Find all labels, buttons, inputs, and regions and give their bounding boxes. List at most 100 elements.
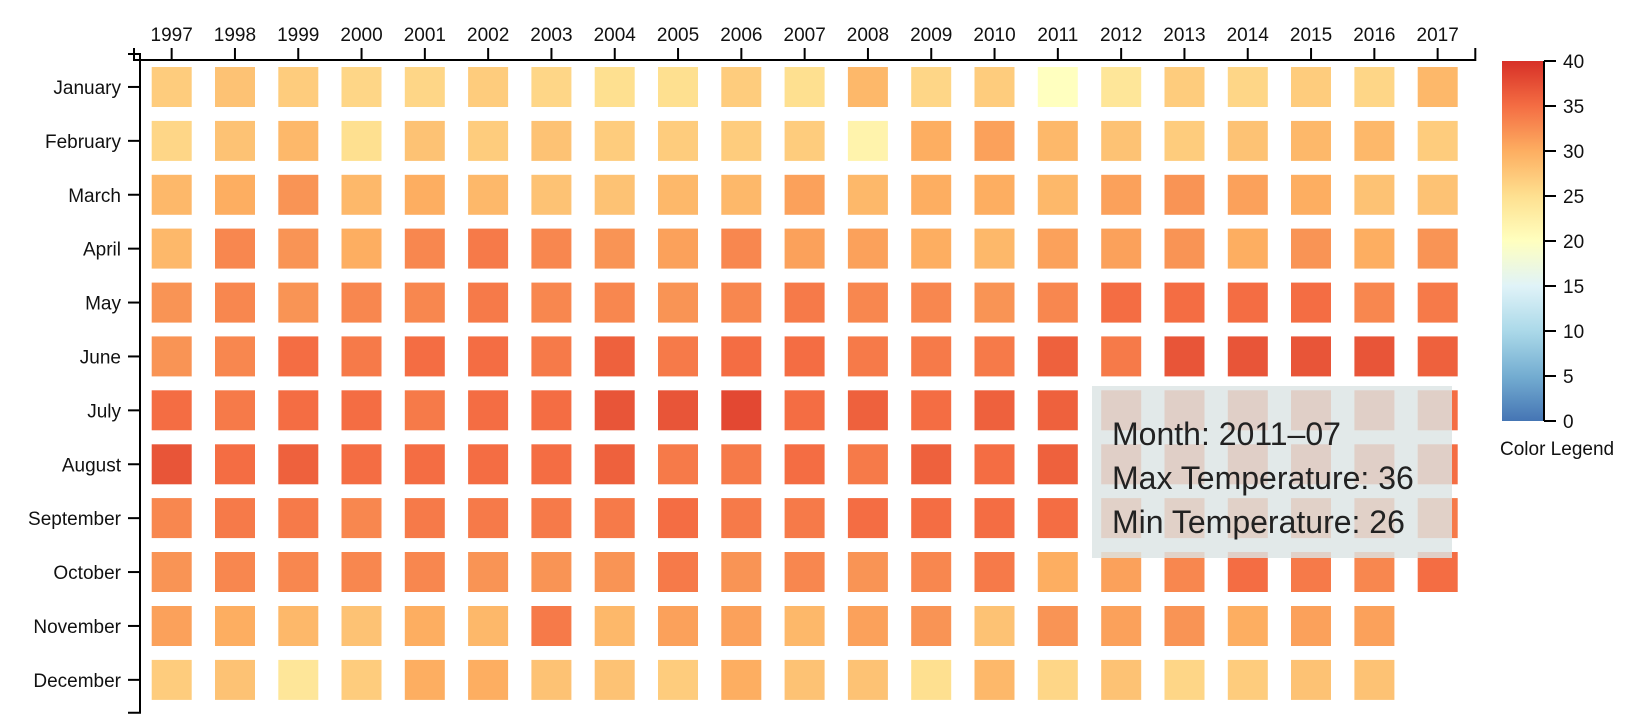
heatmap-cell[interactable] [1101,67,1142,107]
heatmap-cell[interactable] [974,228,1015,269]
heatmap-cell[interactable] [658,228,698,269]
heatmap-cell[interactable] [974,67,1015,107]
heatmap-cell[interactable] [658,552,698,592]
heatmap-cell[interactable] [278,552,319,592]
heatmap-cell[interactable] [151,606,192,646]
heatmap-cell[interactable] [468,67,509,107]
heatmap-cell[interactable] [784,174,825,215]
heatmap-cell[interactable] [1227,336,1268,377]
heatmap-cell[interactable] [847,228,888,269]
heatmap-cell[interactable] [1037,282,1078,323]
heatmap-cell[interactable] [341,174,382,215]
heatmap-cell[interactable] [341,659,382,700]
heatmap-cell[interactable] [658,120,698,161]
heatmap-cell[interactable] [151,282,192,323]
heatmap-cell[interactable] [468,444,509,485]
heatmap-cell[interactable] [278,282,319,323]
heatmap-cell[interactable] [721,336,762,377]
heatmap-cell[interactable] [1354,120,1395,161]
heatmap-cell[interactable] [974,120,1015,161]
heatmap-cell[interactable] [974,336,1015,377]
heatmap-cell[interactable] [1164,336,1205,377]
heatmap-cell[interactable] [1417,228,1458,269]
heatmap-cell[interactable] [151,444,192,485]
heatmap-cell[interactable] [278,120,319,161]
heatmap-cell[interactable] [1227,659,1268,700]
heatmap-cell[interactable] [1291,174,1331,215]
heatmap-cell[interactable] [341,498,382,539]
heatmap-cell[interactable] [215,498,255,539]
heatmap-cell[interactable] [721,174,762,215]
heatmap-cell[interactable] [531,120,572,161]
heatmap-cell[interactable] [215,228,255,269]
heatmap-cell[interactable] [847,336,888,377]
heatmap-cell[interactable] [911,174,952,215]
heatmap-cell[interactable] [974,444,1015,485]
heatmap-cell[interactable] [784,552,825,592]
heatmap-cell[interactable] [215,659,255,700]
heatmap-cell[interactable] [847,498,888,539]
heatmap-cell[interactable] [151,552,192,592]
heatmap-cell[interactable] [1037,444,1078,485]
heatmap-cell[interactable] [911,336,952,377]
heatmap-cell[interactable] [1291,552,1331,592]
heatmap-cell[interactable] [847,67,888,107]
heatmap-cell[interactable] [1037,228,1078,269]
heatmap-cell[interactable] [531,659,572,700]
heatmap-cell[interactable] [721,228,762,269]
heatmap-cell[interactable] [784,282,825,323]
heatmap-cell[interactable] [1417,67,1458,107]
heatmap-cell[interactable] [594,444,635,485]
heatmap-cell[interactable] [151,336,192,377]
heatmap-cell[interactable] [594,174,635,215]
heatmap-cell[interactable] [1164,282,1205,323]
heatmap-cell[interactable] [531,336,572,377]
heatmap-cell[interactable] [531,606,572,646]
heatmap-cell[interactable] [594,67,635,107]
heatmap-cell[interactable] [215,336,255,377]
heatmap-cell[interactable] [151,498,192,539]
heatmap-cell[interactable] [847,606,888,646]
heatmap-cell[interactable] [1417,120,1458,161]
heatmap-cell[interactable] [468,606,509,646]
heatmap-cell[interactable] [404,552,445,592]
heatmap-cell[interactable] [468,390,509,431]
heatmap-cell[interactable] [468,498,509,539]
heatmap-cell[interactable] [468,228,509,269]
heatmap-cell[interactable] [1164,606,1205,646]
heatmap-cell[interactable] [1227,606,1268,646]
heatmap-cell[interactable] [721,390,762,431]
heatmap-cell[interactable] [1037,336,1078,377]
heatmap-cell[interactable] [215,444,255,485]
heatmap-cell[interactable] [1037,552,1078,592]
heatmap-cell[interactable] [531,444,572,485]
heatmap-cell[interactable] [1164,120,1205,161]
heatmap-cell[interactable] [1291,336,1331,377]
heatmap-cell[interactable] [1291,282,1331,323]
heatmap-cell[interactable] [1101,120,1142,161]
heatmap-cell[interactable] [278,444,319,485]
heatmap-cell[interactable] [1417,336,1458,377]
heatmap-cell[interactable] [1101,606,1142,646]
heatmap-cell[interactable] [1291,606,1331,646]
heatmap-cell[interactable] [341,390,382,431]
heatmap-cell[interactable] [1417,282,1458,323]
heatmap-cell[interactable] [847,659,888,700]
heatmap-cell[interactable] [658,606,698,646]
heatmap-cell[interactable] [594,336,635,377]
heatmap-cell[interactable] [658,659,698,700]
heatmap-cell[interactable] [1037,120,1078,161]
heatmap-cell[interactable] [341,606,382,646]
heatmap-cell[interactable] [911,67,952,107]
heatmap-cell[interactable] [974,659,1015,700]
heatmap-cell[interactable] [1101,659,1142,700]
heatmap-cell[interactable] [1291,120,1331,161]
heatmap-cell[interactable] [404,120,445,161]
heatmap-cell[interactable] [974,390,1015,431]
heatmap-cell[interactable] [278,174,319,215]
heatmap-cell[interactable] [278,498,319,539]
heatmap-cell[interactable] [341,67,382,107]
heatmap-cell[interactable] [847,174,888,215]
heatmap-cell[interactable] [468,282,509,323]
heatmap-cell[interactable] [1227,174,1268,215]
